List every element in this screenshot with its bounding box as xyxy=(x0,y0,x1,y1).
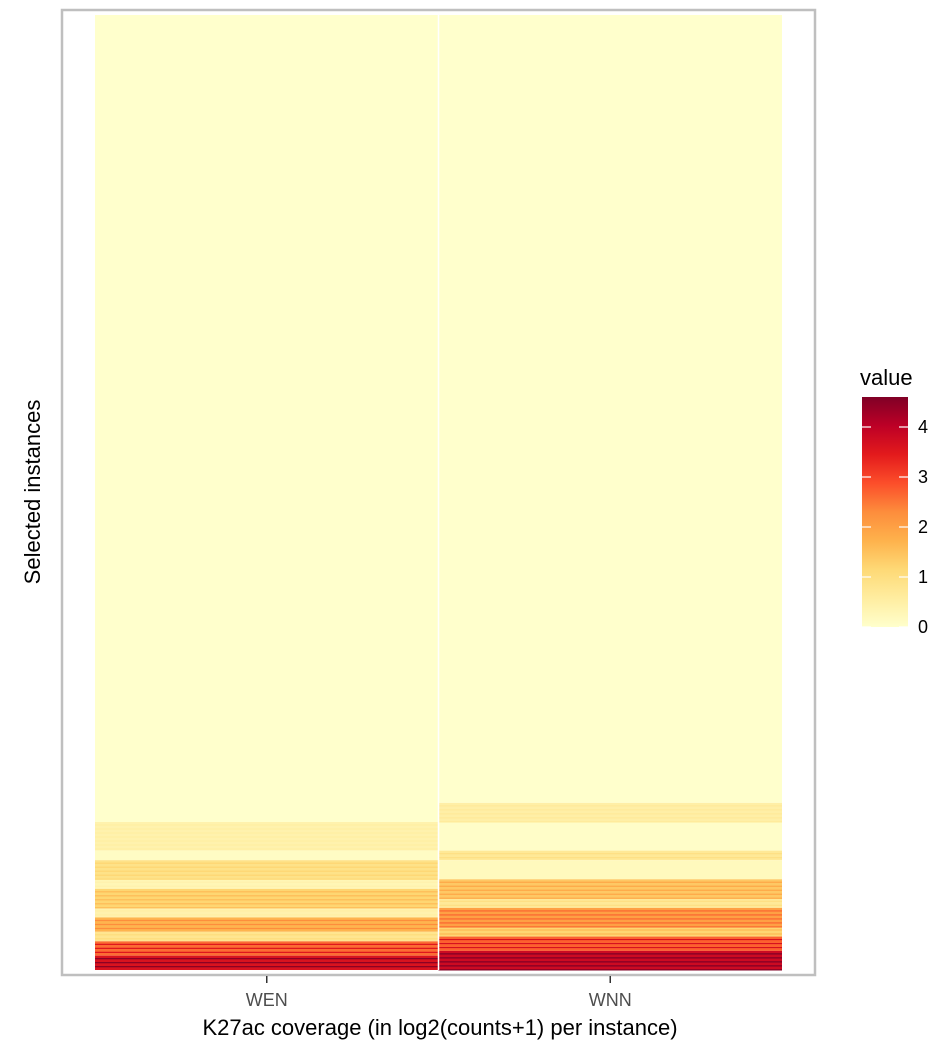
legend-title: value xyxy=(860,365,913,390)
x-tick-label-wnn: WNN xyxy=(589,990,632,1010)
heatmap-band-wen-8 xyxy=(95,931,439,942)
x-axis-title: K27ac coverage (in log2(counts+1) per in… xyxy=(202,1015,677,1040)
heatmap-band-wnn-8 xyxy=(438,927,782,937)
heatmap-band-wen-4 xyxy=(95,879,439,889)
heatmap-band-wen-6 xyxy=(95,907,439,918)
heatmap-band-wnn-10 xyxy=(438,950,782,970)
heatmap-band-wnn-4 xyxy=(438,860,782,880)
heatmap-band-wen-2 xyxy=(95,850,439,861)
y-axis-title: Selected instances xyxy=(20,400,45,585)
legend-tick-label: 2 xyxy=(918,517,928,537)
legend-tick-label: 1 xyxy=(918,567,928,587)
heatmap-band-wnn-6 xyxy=(438,898,782,908)
heatmap-band-wen-3 xyxy=(95,860,439,880)
color-legend: value 0 1 2 3 4 xyxy=(860,365,928,637)
heatmap-band-wnn-2 xyxy=(438,821,782,851)
heatmap-band-wnn-5 xyxy=(438,879,782,899)
legend-tick-label: 0 xyxy=(918,617,928,637)
heatmap-band-wnn-1 xyxy=(438,802,782,822)
heatmap-band-wen-5 xyxy=(95,888,439,908)
legend-tick-label: 4 xyxy=(918,417,928,437)
x-axis: WEN WNN xyxy=(246,976,632,1010)
heatmap-band-wen-0 xyxy=(95,15,439,822)
legend-colorbar xyxy=(862,397,908,627)
heatmap-cells xyxy=(95,15,782,971)
x-tick-label-wen: WEN xyxy=(246,990,288,1010)
heatmap-band-wen-1 xyxy=(95,821,439,851)
heatmap-band-wnn-7 xyxy=(438,907,782,928)
heatmap-band-wnn-0 xyxy=(438,15,782,803)
legend-tick-label: 3 xyxy=(918,467,928,487)
heatmap-band-wnn-3 xyxy=(438,850,782,861)
